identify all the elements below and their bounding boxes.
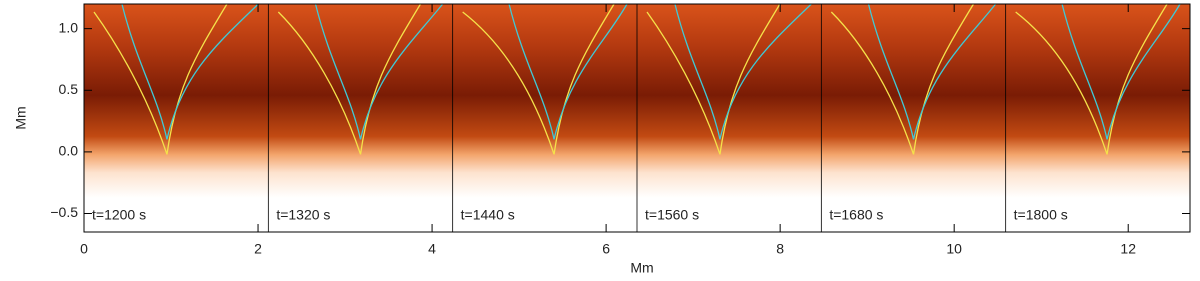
heatmap-panel	[1005, 4, 1190, 232]
y-tick-label: −0.5	[50, 204, 78, 220]
plot-frame	[83, 3, 1191, 233]
y-tick-label: 1.0	[59, 19, 79, 35]
contour	[1015, 3, 1168, 155]
x-tick-label: 2	[254, 241, 262, 257]
x-tick-label: 0	[80, 241, 88, 257]
x-tick-label: 10	[946, 241, 962, 257]
x-axis-label: Mm	[630, 260, 653, 276]
contour	[462, 3, 615, 155]
contour	[508, 3, 628, 140]
contour	[314, 3, 444, 140]
panel-label: t=1440 s	[461, 207, 515, 223]
contour	[121, 3, 259, 140]
heatmap-panel	[452, 4, 637, 232]
x-tick-label: 12	[1120, 241, 1136, 257]
panel-label: t=1560 s	[645, 207, 699, 223]
y-axis-label: Mm	[13, 106, 29, 129]
y-tick-label: 0.5	[59, 81, 79, 97]
contour	[867, 3, 997, 140]
contour	[1061, 3, 1181, 140]
x-tick-label: 8	[776, 241, 784, 257]
y-tick-label: 0.0	[59, 143, 79, 159]
panel-label: t=1680 s	[829, 207, 883, 223]
contour	[830, 3, 975, 155]
panel-label: t=1800 s	[1014, 207, 1068, 223]
contour	[674, 3, 812, 140]
heatmap-panel	[821, 4, 1006, 232]
contour	[93, 3, 228, 155]
x-tick-label: 4	[428, 241, 436, 257]
heatmap-panel	[268, 4, 453, 232]
contour	[646, 3, 781, 155]
x-tick-label: 6	[602, 241, 610, 257]
panel-label: t=1200 s	[92, 207, 146, 223]
panel-label: t=1320 s	[276, 207, 330, 223]
contour	[277, 3, 422, 155]
